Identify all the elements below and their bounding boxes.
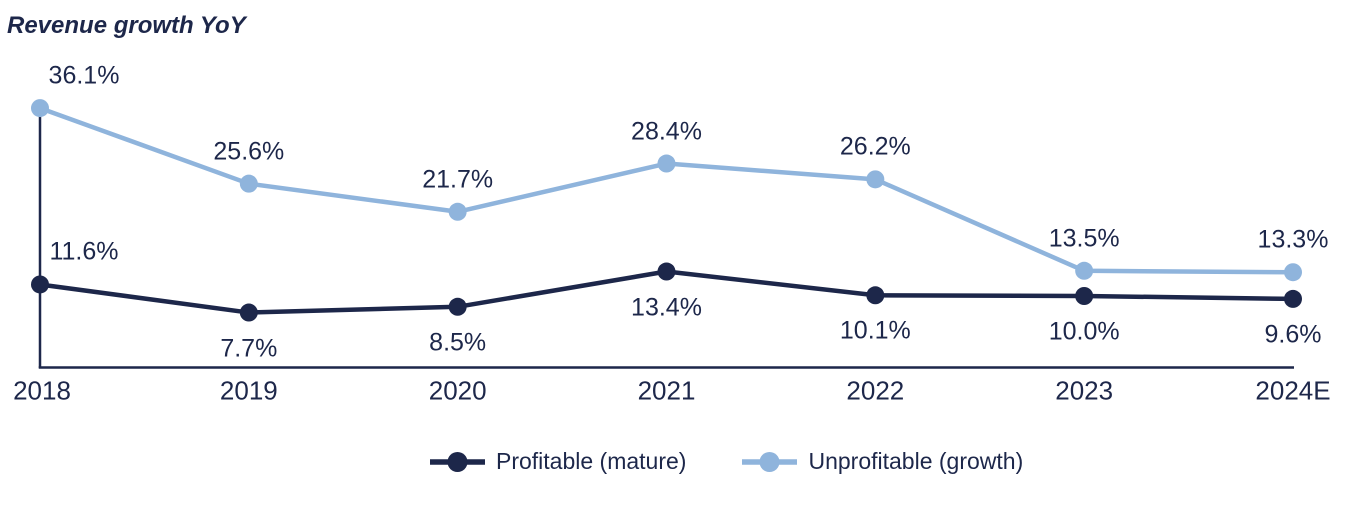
series-point-profitable-mature [31,275,49,294]
legend-item-unprofitable-growth: Unprofitable (growth) [742,448,1023,475]
series-point-profitable-mature [866,286,885,305]
legend-item-profitable-mature: Profitable (mature) [430,448,686,475]
series-point-unprofitable-growth [1284,263,1302,282]
series-point-unprofitable-growth [239,174,258,193]
series-point-profitable-mature [448,297,467,316]
series-point-unprofitable-growth [1075,261,1094,280]
series-point-unprofitable-growth [657,154,676,173]
legend-label: Profitable (mature) [496,448,687,474]
series-point-profitable-mature [1075,287,1094,305]
series-point-profitable-mature [239,303,258,322]
series-point-profitable-mature [1284,289,1302,308]
legend-marker-icon [742,451,798,472]
chart-title: Revenue growth YoY [7,12,246,39]
series-point-unprofitable-growth [866,170,885,189]
series-line-unprofitable-growth [37,105,1296,275]
series-point-unprofitable-growth [448,202,467,221]
chart-legend: Profitable (mature) Unprofitable (growth) [430,448,1023,475]
series-point-unprofitable-growth [31,99,49,118]
legend-marker-icon [430,451,485,472]
legend-label: Unprofitable (growth) [808,448,1024,474]
series-point-profitable-mature [657,262,676,281]
